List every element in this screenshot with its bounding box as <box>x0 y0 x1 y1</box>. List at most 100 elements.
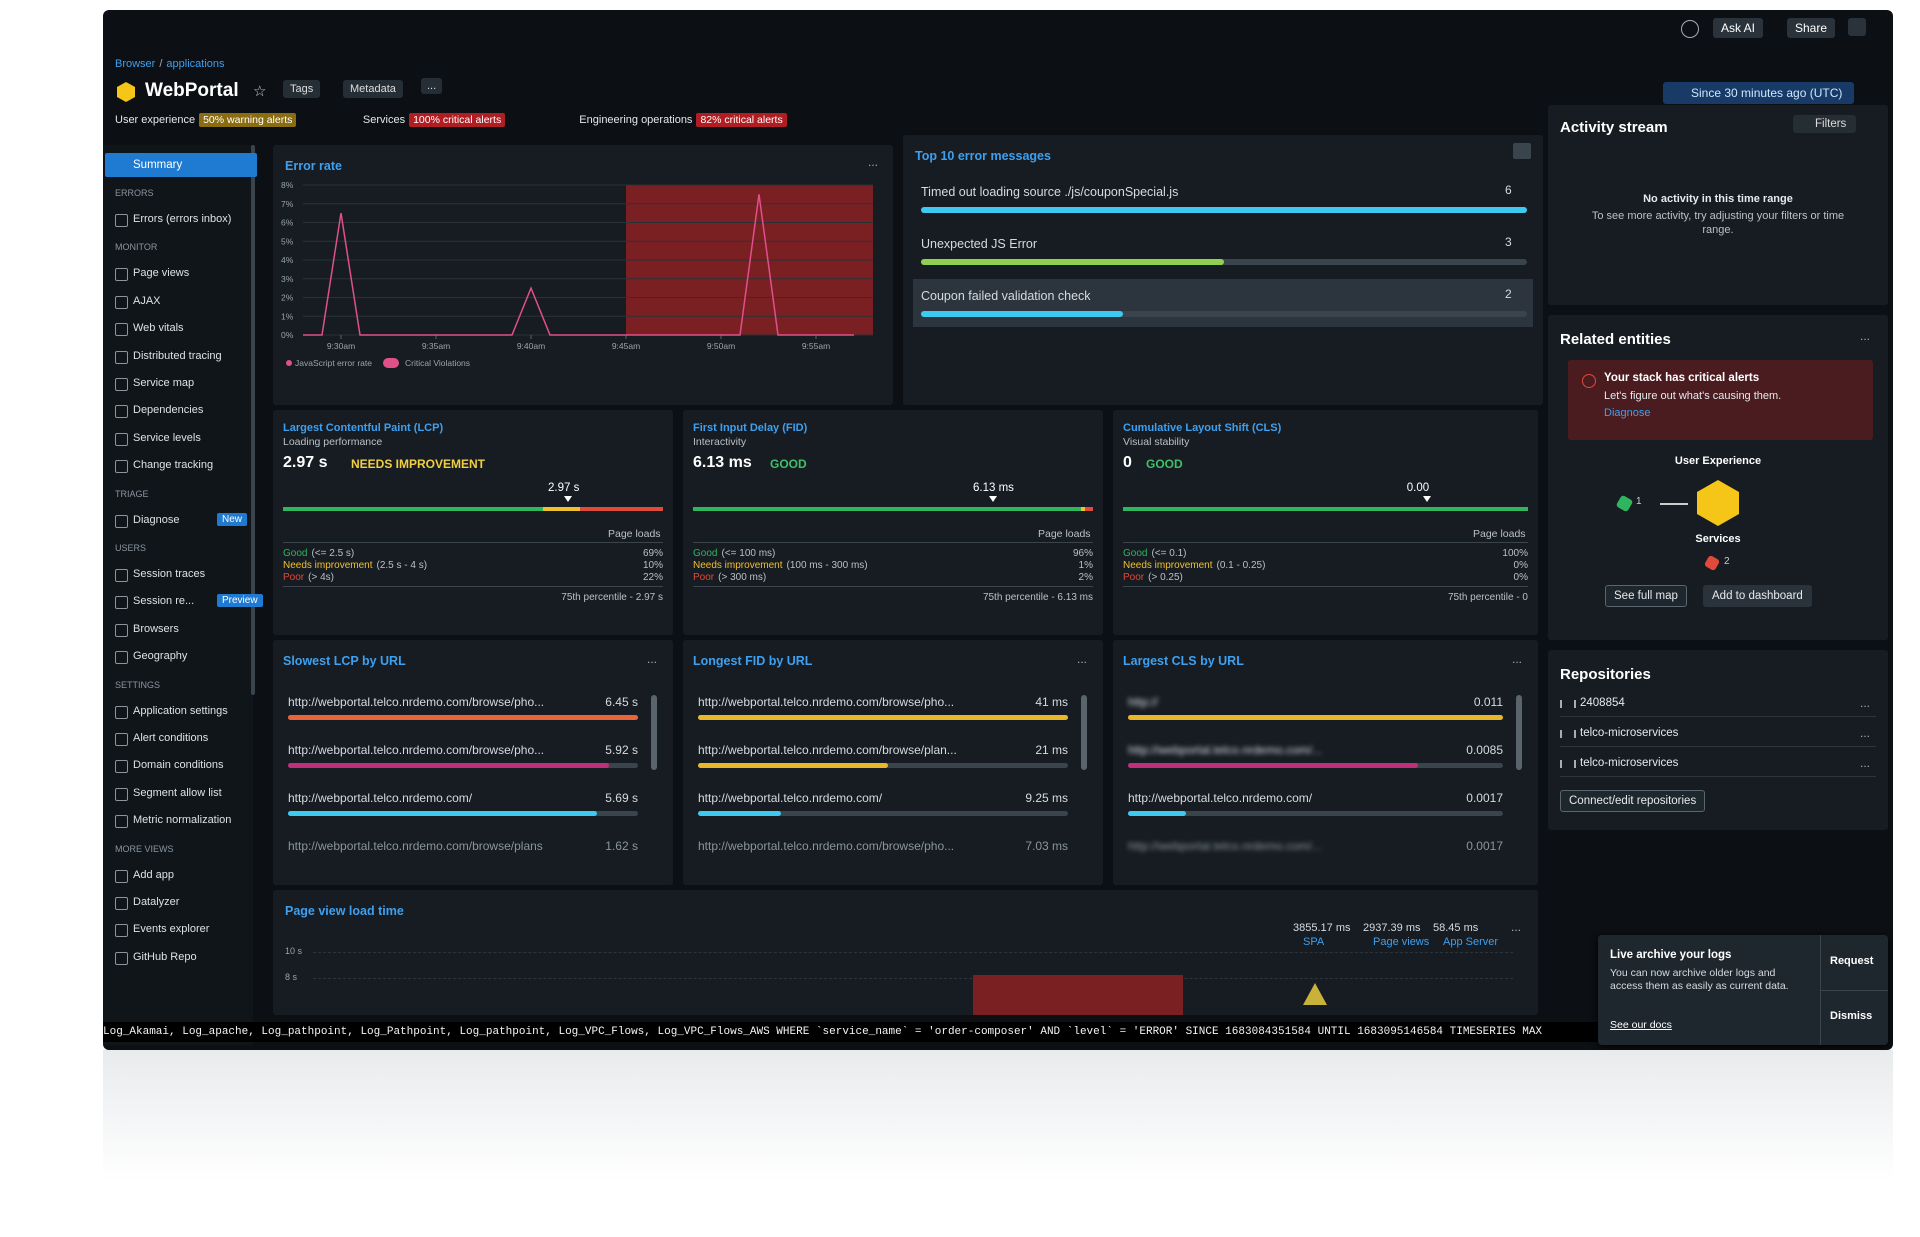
url[interactable]: http://webportal.telco.nrdemo.com/browse… <box>698 839 955 853</box>
url[interactable]: http://webportal.telco.nrdemo.com/ <box>288 791 473 805</box>
share-button[interactable]: Share <box>1787 18 1836 38</box>
nav-item[interactable]: Events explorer <box>133 923 210 936</box>
nav-item[interactable]: GitHub Repo <box>133 950 197 963</box>
status-alert[interactable]: 50% warning alerts <box>199 113 297 127</box>
panel-menu[interactable]: ... <box>1077 652 1088 666</box>
breadcrumb-separator: / <box>159 58 163 70</box>
panel-menu[interactable]: ... <box>1511 920 1522 934</box>
nav-item[interactable]: Change tracking <box>133 459 214 472</box>
nav-item[interactable]: Session traces <box>133 568 206 580</box>
panel-menu[interactable]: ... <box>1512 652 1523 666</box>
repo-name[interactable]: 2408854 <box>1580 697 1625 709</box>
request-button[interactable]: Request <box>1830 955 1874 967</box>
url[interactable]: http://webportal.telco.nrdemo.com/browse… <box>288 839 543 853</box>
nav-item[interactable]: Errors (errors inbox) <box>133 213 232 225</box>
panel-title: Longest FID by URL <box>693 654 813 668</box>
time-range-picker[interactable]: Since 30 minutes ago (UTC) <box>1663 82 1855 104</box>
tags-button[interactable]: Tags <box>283 80 321 98</box>
url[interactable]: http:// <box>1128 695 1159 709</box>
page-loads-label: Page loads <box>1038 528 1091 540</box>
toast-title: Live archive your logs <box>1610 949 1732 961</box>
divider <box>1123 542 1528 543</box>
nav-item[interactable]: Alert conditions <box>133 732 209 744</box>
url[interactable]: http://webportal.telco.nrdemo.com/ <box>1128 791 1313 805</box>
nav-item[interactable]: Dependencies <box>133 404 204 417</box>
distribution-label: Poor <box>1123 572 1145 583</box>
nav-item[interactable]: Service levels <box>133 431 201 444</box>
add-to-dashboard-button[interactable]: Add to dashboard <box>1703 585 1812 607</box>
nav-item[interactable]: Add app <box>133 868 174 881</box>
url[interactable]: http://webportal.telco.nrdemo.com/browse… <box>698 743 957 757</box>
nav-icon <box>115 705 128 719</box>
url[interactable]: http://webportal.telco.nrdemo.com/ <box>698 791 883 805</box>
panel-menu[interactable]: ... <box>868 155 879 169</box>
see-full-map-button[interactable]: See full map <box>1605 585 1687 607</box>
nav-item[interactable]: Geography <box>133 650 188 663</box>
nav-item[interactable]: AJAX <box>133 294 161 307</box>
top-errors-panel: Top 10 error messages Timed out loading s… <box>903 135 1543 405</box>
nav-item[interactable]: Web vitals <box>133 322 184 335</box>
filters-button[interactable]: Filters <box>1793 115 1857 133</box>
nav-badge: New <box>217 512 248 526</box>
y-tick-label: 3% <box>281 274 294 284</box>
vital-card: First Input Delay (FID) Interactivity 6.13… <box>683 410 1103 635</box>
nav-item[interactable]: Browsers <box>133 622 179 635</box>
error-count: 6 <box>1505 183 1512 197</box>
panel-menu[interactable] <box>1513 143 1531 159</box>
divider <box>1560 716 1876 717</box>
repo-name[interactable]: telco-microservices <box>1580 757 1679 769</box>
nav-item[interactable]: Domain conditions <box>133 759 224 772</box>
toast-link[interactable]: See our docs <box>1610 1019 1672 1031</box>
nav-item[interactable]: Metric normalization <box>133 814 232 827</box>
ask-ai-button[interactable]: Ask AI <box>1713 18 1764 38</box>
dismiss-button[interactable]: Dismiss <box>1830 1010 1873 1022</box>
connect-repos-button[interactable]: Connect/edit repositories <box>1560 790 1706 812</box>
vital-subtitle: Visual stability <box>1123 436 1190 448</box>
scrollbar <box>651 695 657 770</box>
nav-summary[interactable]: Summary <box>105 153 257 177</box>
diagnose-link[interactable]: Diagnose <box>1604 407 1651 419</box>
url[interactable]: http://webportal.telco.nrdemo.com/browse… <box>698 695 955 709</box>
nav-item[interactable]: Diagnose <box>133 513 180 526</box>
url[interactable]: http://webportal.telco.nrdemo.com/browse… <box>288 695 545 709</box>
link-icon[interactable] <box>1848 18 1866 36</box>
url[interactable]: http://webportal.telco.nrdemo.com/... <box>1128 743 1323 757</box>
status-alert[interactable]: 100% critical alerts <box>409 113 506 127</box>
error-row[interactable]: Coupon failed validation check 2 <box>913 279 1533 327</box>
metadata-button[interactable]: Metadata <box>343 80 403 98</box>
status-alert[interactable]: 82% critical alerts <box>696 113 787 127</box>
panel-menu[interactable]: ... <box>1860 329 1871 343</box>
repo-menu[interactable]: ... <box>1860 756 1871 770</box>
distribution-row: Needs improvement (0.1 - 0.25) <box>1123 560 1265 571</box>
star-icon[interactable]: ☆ <box>253 83 267 100</box>
nav-item[interactable]: Segment allow list <box>133 786 222 799</box>
nav-item[interactable]: Distributed tracing <box>133 349 222 362</box>
percentile-marker-label: 2.97 s <box>548 482 580 494</box>
scrollbar <box>1081 695 1087 770</box>
breadcrumb-link[interactable]: applications <box>166 58 225 70</box>
repo-menu[interactable]: ... <box>1860 696 1871 710</box>
help-icon[interactable] <box>1681 20 1699 38</box>
repo-menu[interactable]: ... <box>1860 726 1871 740</box>
panel-menu[interactable]: ... <box>647 652 658 666</box>
error-row[interactable]: Unexpected JS Error 3 <box>913 227 1533 275</box>
vital-status: GOOD <box>770 457 807 471</box>
nav-item[interactable]: Page views <box>133 267 190 280</box>
panel-title: Related entities <box>1560 331 1671 348</box>
nav-item[interactable]: Session re... <box>133 595 195 608</box>
more-button[interactable]: ... <box>421 78 443 94</box>
nav-icon <box>115 787 128 801</box>
toast-divider <box>1820 990 1888 991</box>
distribution-segment <box>580 507 663 511</box>
page-loads-label: Page loads <box>1473 528 1526 540</box>
hexagon <box>1697 480 1739 526</box>
error-row[interactable]: Timed out loading source ./js/couponSpec… <box>913 175 1533 223</box>
url[interactable]: http://webportal.telco.nrdemo.com/... <box>1128 839 1323 853</box>
nav-item[interactable]: Service map <box>133 377 195 389</box>
vital-value: 2.97 s <box>283 454 328 471</box>
breadcrumb-link[interactable]: Browser <box>115 58 156 70</box>
url[interactable]: http://webportal.telco.nrdemo.com/browse… <box>288 743 545 757</box>
repo-name[interactable]: telco-microservices <box>1580 727 1679 739</box>
nav-item[interactable]: Application settings <box>133 704 228 717</box>
nav-item[interactable]: Datalyzer <box>133 896 180 908</box>
